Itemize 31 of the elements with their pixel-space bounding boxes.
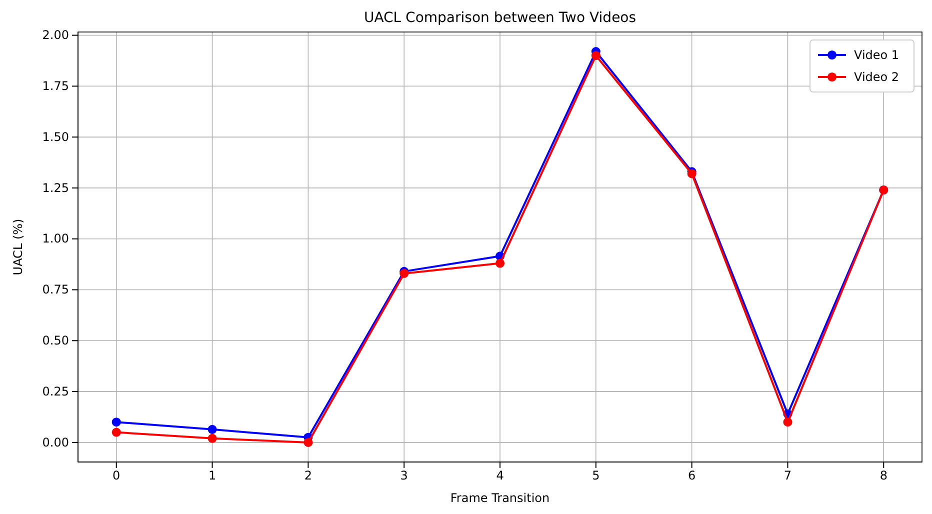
- x-tick-label: 5: [592, 468, 600, 483]
- x-tick-label: 4: [496, 468, 504, 483]
- y-tick-label: 1.50: [42, 130, 69, 144]
- x-tick-label: 8: [880, 468, 888, 483]
- legend-label: Video 1: [854, 48, 900, 62]
- point: [208, 434, 217, 443]
- y-tick-label: 1.00: [42, 232, 69, 246]
- point: [208, 424, 217, 434]
- point: [112, 418, 121, 427]
- point: [304, 438, 313, 447]
- x-axis-title: Frame Transition: [450, 491, 550, 505]
- x-tick-label: 2: [304, 468, 312, 483]
- x-tick-label: 1: [208, 468, 216, 483]
- y-tick-label: 1.25: [42, 180, 69, 195]
- y-tick-label: 0.00: [42, 435, 69, 450]
- x-tick-label: 7: [784, 468, 792, 483]
- chart-title: UACL Comparison between Two Videos: [364, 10, 636, 26]
- y-tick-label: 2.00: [42, 28, 69, 42]
- point: [591, 51, 600, 60]
- x-tick-label: 3: [400, 468, 408, 483]
- point: [783, 418, 792, 427]
- y-tick-label: 0.75: [42, 282, 69, 297]
- y-tick-label: 0.50: [42, 333, 69, 348]
- y-axis-title: UACL (%): [11, 218, 25, 276]
- point: [495, 258, 505, 268]
- x-tick-label: 0: [112, 468, 120, 483]
- y-tick-label: 1.75: [42, 78, 69, 93]
- point: [112, 428, 121, 437]
- x-tick-label: 6: [688, 468, 696, 483]
- y-tick-label: 0.25: [42, 384, 69, 398]
- legend-label: Video 2: [854, 70, 900, 84]
